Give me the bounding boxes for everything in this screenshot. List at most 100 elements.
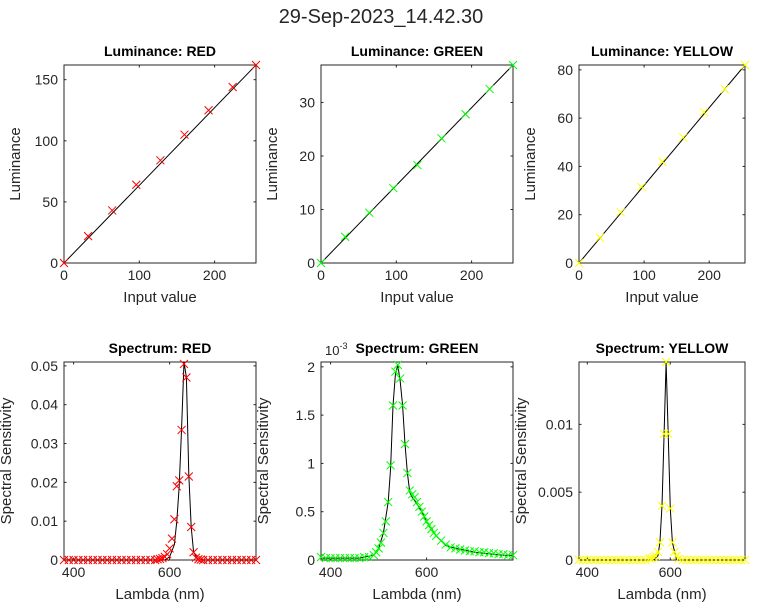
chart-4-ytick-label: 0.02 <box>31 474 58 490</box>
chart-4-xlabel: Lambda (nm) <box>115 586 204 603</box>
chart-6-fit-line <box>579 361 745 561</box>
chart-6-title: Spectrum: YELLOW <box>596 340 730 356</box>
chart-2-axes: 0 100 200 0 10 20 30 Input value Luminance Lumina… <box>264 43 518 306</box>
chart-3-ytick-label: 40 <box>557 158 573 174</box>
chart-6-marker <box>686 555 696 565</box>
chart-4-ylabel: Spectral Sensitivity <box>0 397 15 524</box>
chart-1-xtick-label: 0 <box>60 267 68 283</box>
chart-6-xtick-label: 400 <box>576 564 600 580</box>
chart-5-marker <box>391 367 400 377</box>
chart-6-xtick-label: 600 <box>659 564 683 580</box>
chart-5-marker <box>422 517 431 526</box>
chart-4-markers <box>59 359 261 565</box>
chart-4-marker <box>165 543 174 553</box>
chart-3-ytick-label: 0 <box>565 255 573 271</box>
chart-5-marker <box>393 360 403 370</box>
chart-5-marker <box>405 486 415 495</box>
chart-2-marker <box>316 258 326 268</box>
chart-5-ytick-label: 2 <box>307 359 315 375</box>
chart-6-ytick-label: 0.01 <box>546 416 573 432</box>
chart-4-marker <box>177 425 186 435</box>
chart-6-marker <box>728 555 737 565</box>
chart-2-xtick-label: 0 <box>317 267 325 283</box>
chart-4-marker <box>172 481 182 491</box>
chart-1-marker <box>107 206 117 215</box>
chart-4-marker <box>162 549 172 559</box>
chart-6-marker <box>611 555 621 565</box>
chart-2-marker <box>388 183 398 193</box>
chart-3-ytick-label: 80 <box>557 62 573 78</box>
chart-1-marker <box>204 105 213 115</box>
chart-1-ytick-label: 50 <box>42 194 58 210</box>
chart-6-marker <box>724 555 733 565</box>
chart-1-fit-line <box>63 64 257 264</box>
chart-5-marker <box>427 524 436 534</box>
chart-6-plot-area <box>578 361 746 561</box>
chart-4-ytick-label: 0.03 <box>31 436 58 452</box>
chart-6-marker <box>595 555 605 565</box>
chart-5-ylabel: Spectral Sensitivity <box>255 397 272 524</box>
chart-3-marker <box>699 107 709 117</box>
chart-1-title: Luminance: RED <box>104 43 216 59</box>
chart-1-ytick-label: 150 <box>35 72 59 88</box>
chart-2-ytick-label: 20 <box>299 148 315 164</box>
chart-4-marker <box>189 547 198 557</box>
chart-6-ytick-label: 0 <box>565 552 573 568</box>
chart-4-ytick-label: 0.01 <box>31 513 58 529</box>
chart-3-markers <box>574 60 750 268</box>
chart-5-marker <box>364 552 374 562</box>
chart-1-xlabel: Input value <box>123 289 196 306</box>
chart-6-marker <box>649 552 659 562</box>
chart-5-marker <box>371 547 381 557</box>
chart-6-marker <box>574 555 584 565</box>
chart-4-ytick-label: 0.04 <box>31 397 58 413</box>
chart-1-marker <box>59 258 69 268</box>
chart-3-marker <box>740 60 750 70</box>
chart-5-marker <box>508 550 518 560</box>
chart-5-marker <box>412 497 422 507</box>
chart-6-marker <box>719 555 729 565</box>
chart-6-marker <box>736 555 746 565</box>
chart-1-markers <box>59 60 261 268</box>
chart-5-xtick-label: 600 <box>415 564 439 580</box>
chart-4-marker <box>179 359 189 369</box>
chart-4-marker <box>158 553 167 563</box>
chart-5-marker <box>441 540 451 549</box>
chart-4-xtick-label: 600 <box>158 564 182 580</box>
chart-6-ylabel: Spectral Sensitivity <box>513 397 530 524</box>
chart-6-marker <box>699 555 708 565</box>
chart-2-marker <box>364 208 374 218</box>
chart-2-ytick-label: 10 <box>299 201 315 217</box>
chart-2-xlabel: Input value <box>380 289 453 306</box>
chart-1-ytick-label: 100 <box>35 133 59 149</box>
chart-4-marker <box>196 555 206 564</box>
chart-4-axes: 400 600 0 0.01 0.02 0.03 0.04 0.05 Lambda (nm) Sp… <box>0 340 261 603</box>
chart-6-marker <box>636 555 646 565</box>
chart-5-marker <box>379 528 388 538</box>
chart-5-ytick-label: 1 <box>307 455 315 471</box>
chart-5-plot-area <box>320 361 514 561</box>
chart-6-marker <box>668 538 677 547</box>
chart-5-axes: 400 600 0 0.5 1 1.5 2 Lambda (nm) Spectral Sensi… <box>255 340 518 603</box>
chart-6-marker <box>711 555 721 565</box>
chart-2-marker <box>508 60 518 70</box>
chart-5-marker <box>376 538 386 547</box>
chart-1-axes: 0 100 200 0 50 100 150 Input value Luminance Lumi… <box>7 43 261 306</box>
chart-4-xtick-label: 400 <box>62 564 86 580</box>
chart-5-ytick-label: 1.5 <box>296 407 316 423</box>
chart-2-xtick-label: 100 <box>385 267 409 283</box>
chart-3-ytick-label: 20 <box>557 207 573 223</box>
chart-6-marker <box>732 555 742 565</box>
chart-3-xtick-label: 0 <box>575 267 583 283</box>
chart-1-marker <box>251 60 261 70</box>
chart-3-axes: 0 100 200 0 20 40 60 80 Input value Luminance Lumi… <box>522 43 750 306</box>
chart-6-marker <box>653 547 663 557</box>
chart-3-fit-line <box>578 64 746 264</box>
chart-5-ytick-label: 0.5 <box>296 504 316 520</box>
chart-2-marker <box>461 109 470 119</box>
chart-6-marker <box>628 555 638 565</box>
chart-2-ytick-label: 0 <box>307 255 315 271</box>
chart-4-marker <box>182 373 191 382</box>
chart-5-marker <box>388 401 398 410</box>
chart-2-xtick-label: 200 <box>460 267 484 283</box>
